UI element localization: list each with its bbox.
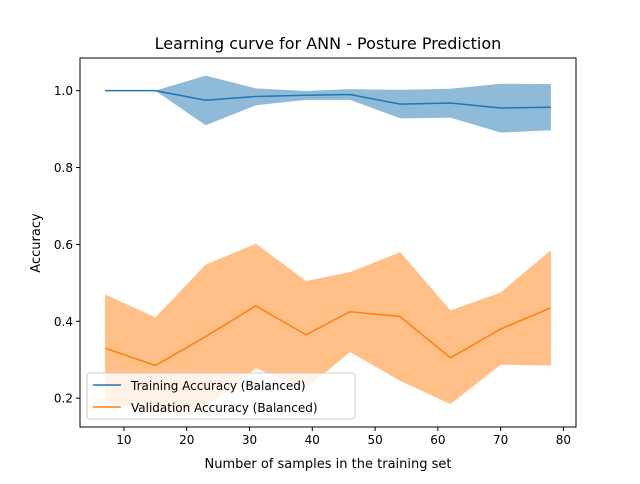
x-tick-label: 50 bbox=[367, 433, 382, 447]
series-1-band bbox=[105, 243, 551, 412]
y-tick-label: 0.8 bbox=[54, 161, 73, 175]
y-tick-label: 0.6 bbox=[54, 238, 73, 252]
series-0-line bbox=[105, 89, 551, 109]
y-tick-label: 1.0 bbox=[54, 84, 73, 98]
x-tick-label: 10 bbox=[116, 433, 131, 447]
x-tick-label: 60 bbox=[430, 433, 445, 447]
chart-title: Learning curve for ANN - Posture Predict… bbox=[155, 34, 502, 53]
series-0-band bbox=[105, 75, 551, 133]
x-tick-label: 70 bbox=[493, 433, 508, 447]
series-lines bbox=[104, 89, 552, 367]
confidence-bands bbox=[105, 75, 551, 412]
y-tick-label: 0.4 bbox=[54, 315, 73, 329]
y-axis-ticks: 0.2 0.4 0.6 0.8 1.0 bbox=[54, 84, 80, 406]
x-axis-label: Number of samples in the training set bbox=[205, 457, 452, 472]
x-tick-label: 40 bbox=[305, 433, 320, 447]
x-tick-label: 80 bbox=[556, 433, 571, 447]
y-axis-label: Accuracy bbox=[29, 213, 44, 273]
x-tick-label: 20 bbox=[179, 433, 194, 447]
axes-frame bbox=[79, 57, 577, 428]
legend: Training Accuracy (Balanced) Validation A… bbox=[86, 372, 356, 420]
legend-box bbox=[86, 372, 356, 420]
x-tick-label: 30 bbox=[242, 433, 257, 447]
series-1-line bbox=[104, 305, 552, 367]
legend-label-0: Training Accuracy (Balanced) bbox=[130, 379, 306, 393]
x-axis-ticks: 10 20 30 40 50 60 70 80 bbox=[116, 427, 571, 447]
legend-label-1: Validation Accuracy (Balanced) bbox=[131, 401, 318, 415]
y-tick-label: 0.2 bbox=[54, 392, 73, 406]
